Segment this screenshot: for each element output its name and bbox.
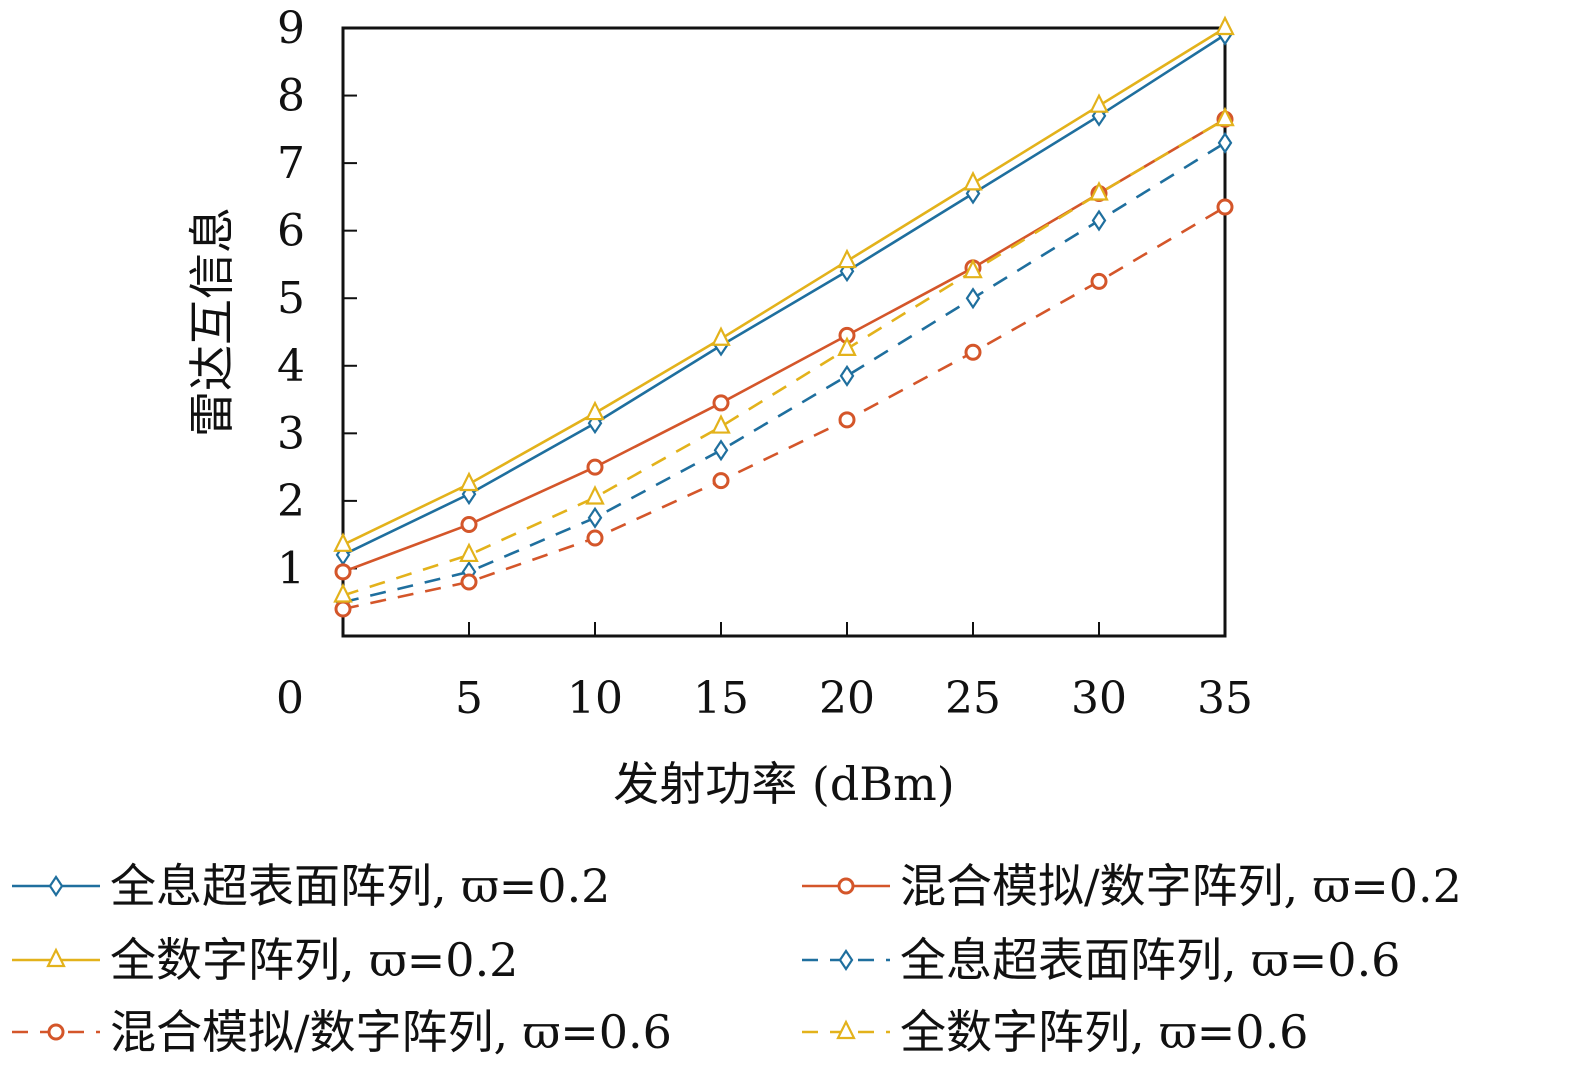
y-tick-label: 9 — [277, 3, 305, 54]
data-point — [587, 506, 603, 529]
legend-item: 混合模拟/数字阵列, ϖ=0.6 — [12, 1005, 672, 1059]
x-tick-label: 15 — [693, 673, 749, 724]
data-point — [712, 472, 730, 490]
data-point — [333, 532, 353, 552]
legend-swatch-marker — [837, 877, 855, 895]
data-point — [965, 287, 981, 310]
data-point — [839, 364, 855, 387]
data-point — [1216, 198, 1234, 216]
x-tick-label: 5 — [455, 673, 483, 724]
data-point — [1089, 93, 1109, 113]
y-tick-label: 4 — [277, 341, 305, 392]
data-point — [585, 485, 605, 505]
legend-label: 全息超表面阵列, ϖ=0.2 — [110, 859, 610, 913]
legend-label: 全数字阵列, ϖ=0.6 — [900, 1005, 1308, 1059]
series-4 — [335, 131, 1233, 614]
data-point — [713, 439, 729, 462]
data-point — [333, 583, 353, 603]
series-6 — [333, 106, 1235, 603]
series-3 — [333, 15, 1235, 552]
data-point — [460, 573, 478, 591]
series-2 — [334, 110, 1234, 581]
legend-label: 混合模拟/数字阵列, ϖ=0.6 — [110, 1005, 672, 1059]
y-tick-label: 5 — [277, 273, 305, 324]
data-point — [459, 542, 479, 563]
series-line — [342, 33, 1226, 557]
data-point — [1091, 209, 1107, 232]
data-point — [711, 414, 731, 434]
y-tick-label: 8 — [277, 71, 305, 122]
y-axis-ticks: 1 2 3 4 5 6 7 8 9 — [277, 3, 357, 594]
data-point — [837, 248, 857, 269]
data-point — [964, 343, 982, 361]
legend-swatch-marker — [836, 1019, 856, 1040]
data-point — [460, 516, 478, 534]
series-line — [342, 205, 1226, 611]
series-line — [342, 141, 1226, 604]
y-tick-label: 2 — [277, 476, 305, 527]
data-point — [334, 600, 352, 618]
y-tick-label: 3 — [277, 408, 305, 459]
data-point — [334, 563, 352, 581]
data-point — [586, 458, 604, 476]
data-point — [1217, 131, 1233, 154]
legend-item: 全数字阵列, ϖ=0.6 — [802, 1005, 1308, 1059]
legend-item: 全息超表面阵列, ϖ=0.2 — [12, 859, 610, 913]
data-point — [459, 471, 479, 492]
y-tick-label: 7 — [277, 138, 305, 189]
x-tick-label: 10 — [567, 673, 623, 724]
plot-frame — [341, 26, 1227, 638]
data-point — [586, 529, 604, 547]
legend: 全息超表面阵列, ϖ=0.2 混合模拟/数字阵列, ϖ=0.2 全数字阵列, ϖ=0… — [12, 859, 1462, 1059]
legend-item: 全息超表面阵列, ϖ=0.6 — [802, 933, 1400, 987]
legend-swatch-marker — [48, 875, 64, 897]
data-point — [1089, 181, 1109, 201]
legend-label: 全息超表面阵列, ϖ=0.6 — [900, 933, 1400, 987]
data-point — [1215, 15, 1235, 36]
y-axis-label: 雷达互信息 — [185, 207, 239, 437]
data-point — [1090, 272, 1108, 290]
x-tick-label: 0 — [276, 673, 304, 724]
data-point — [585, 400, 605, 421]
x-tick-label: 30 — [1071, 673, 1127, 724]
legend-swatch-marker — [47, 1023, 65, 1041]
legend-swatch-marker — [838, 949, 854, 971]
legend-item: 全数字阵列, ϖ=0.2 — [12, 933, 518, 987]
data-point — [838, 411, 856, 429]
series-5 — [334, 198, 1234, 618]
data-point — [963, 258, 983, 279]
x-axis-ticks: 0 5 10 15 20 25 30 35 — [276, 622, 1253, 724]
legend-item: 混合模拟/数字阵列, ϖ=0.2 — [802, 859, 1462, 913]
data-point — [711, 326, 731, 346]
data-point — [837, 336, 857, 356]
data-point — [1215, 106, 1235, 127]
x-axis-label: 发射功率 (dBm) — [613, 757, 954, 811]
x-tick-label: 35 — [1197, 673, 1253, 724]
series-layer — [333, 15, 1235, 618]
data-point — [712, 394, 730, 412]
legend-swatch-marker — [46, 947, 66, 968]
x-tick-label: 25 — [945, 673, 1001, 724]
series-line — [342, 118, 1226, 597]
y-tick-label: 6 — [277, 206, 305, 257]
x-tick-label: 20 — [819, 673, 875, 724]
y-tick-label: 1 — [277, 543, 305, 594]
legend-label: 全数字阵列, ϖ=0.2 — [110, 933, 518, 987]
data-point — [963, 170, 983, 191]
legend-label: 混合模拟/数字阵列, ϖ=0.2 — [900, 859, 1462, 913]
series-line — [342, 118, 1226, 574]
series-line — [342, 26, 1226, 546]
